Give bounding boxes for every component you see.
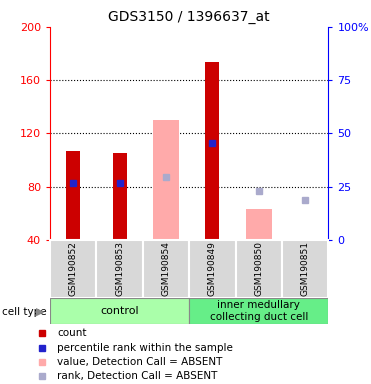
Title: GDS3150 / 1396637_at: GDS3150 / 1396637_at <box>108 10 270 25</box>
Text: GSM190852: GSM190852 <box>69 242 78 296</box>
Bar <box>206 61 219 240</box>
Bar <box>50 298 189 324</box>
Text: ▶: ▶ <box>36 307 45 317</box>
Text: cell type: cell type <box>2 307 46 317</box>
Bar <box>143 240 189 298</box>
Text: value, Detection Call = ABSENT: value, Detection Call = ABSENT <box>57 357 222 367</box>
Bar <box>246 209 272 240</box>
Text: percentile rank within the sample: percentile rank within the sample <box>57 343 233 353</box>
Text: control: control <box>100 306 139 316</box>
Bar <box>189 298 328 324</box>
Text: GSM190854: GSM190854 <box>161 242 171 296</box>
Bar <box>236 240 282 298</box>
Bar <box>189 240 236 298</box>
Bar <box>282 240 328 298</box>
Bar <box>50 240 96 298</box>
Text: inner medullary
collecting duct cell: inner medullary collecting duct cell <box>210 300 308 322</box>
Text: GSM190851: GSM190851 <box>301 241 310 296</box>
Bar <box>113 154 127 240</box>
Bar <box>66 151 80 240</box>
Bar <box>153 120 179 240</box>
Text: GSM190849: GSM190849 <box>208 242 217 296</box>
Bar <box>96 240 143 298</box>
Text: rank, Detection Call = ABSENT: rank, Detection Call = ABSENT <box>57 371 217 381</box>
Text: GSM190853: GSM190853 <box>115 241 124 296</box>
Text: count: count <box>57 328 86 338</box>
Text: GSM190850: GSM190850 <box>254 241 263 296</box>
